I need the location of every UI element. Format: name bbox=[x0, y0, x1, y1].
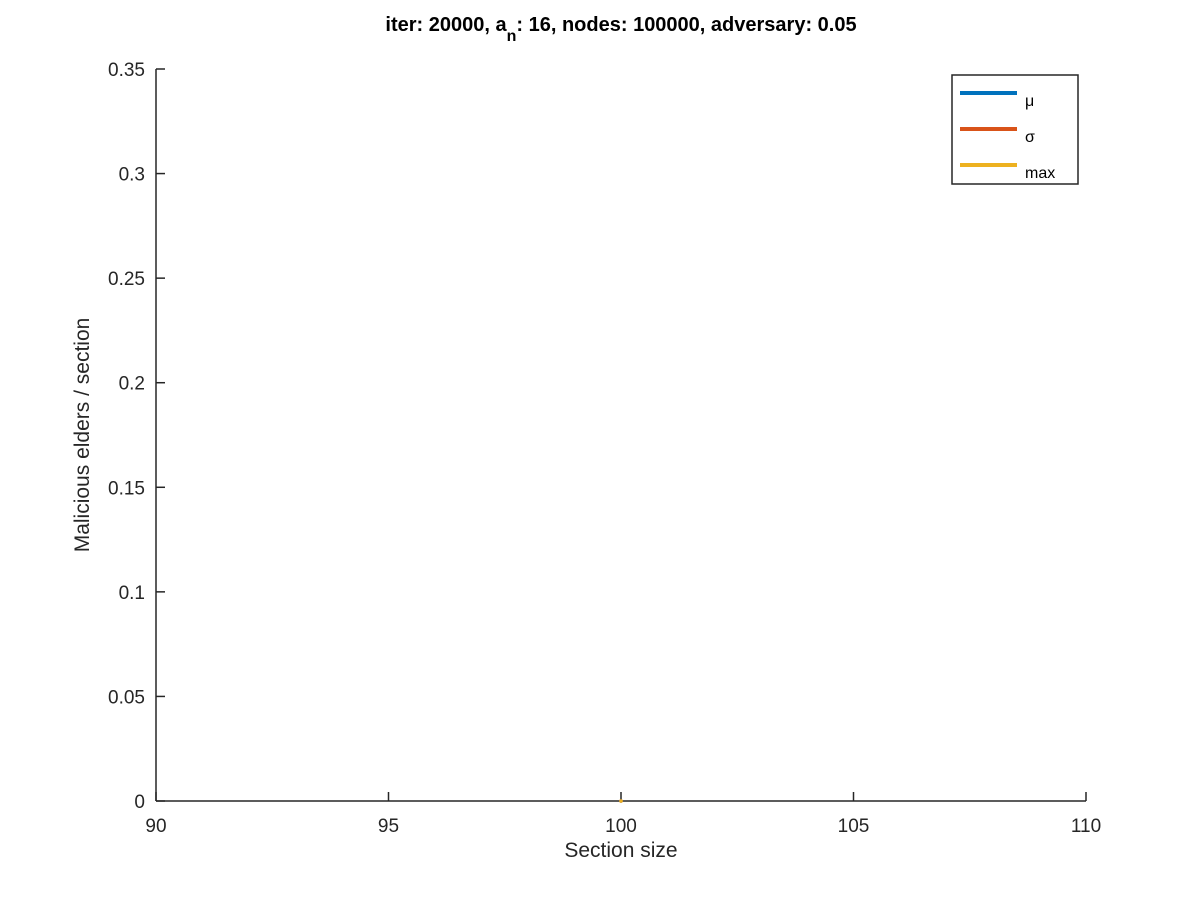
y-tick-label: 0.05 bbox=[108, 687, 145, 708]
x-tick-label: 90 bbox=[145, 816, 166, 837]
series-point-2 bbox=[619, 799, 623, 803]
chart-title: iter: 20000, an: 16, nodes: 100000, adve… bbox=[385, 14, 856, 45]
y-tick-label: 0.25 bbox=[108, 269, 145, 290]
x-axis-title: Section size bbox=[564, 839, 677, 862]
legend-label-2: max bbox=[1025, 165, 1055, 182]
series-layer bbox=[619, 799, 623, 803]
y-tick-label: 0.3 bbox=[119, 165, 145, 186]
x-tick-label: 110 bbox=[1071, 816, 1101, 837]
legend-label-1: σ bbox=[1025, 129, 1035, 146]
y-axis-title: Malicious elders / section bbox=[71, 318, 94, 553]
x-tick-label: 105 bbox=[838, 816, 870, 837]
y-tick-label: 0.1 bbox=[119, 583, 145, 604]
y-ticks: 0 0.05 0.1 0.15 0.2 0.25 0.3 0.35 bbox=[108, 60, 165, 813]
legend-label-0: μ bbox=[1025, 93, 1034, 110]
y-tick-label: 0 bbox=[134, 792, 145, 813]
x-tick-label: 100 bbox=[605, 816, 637, 837]
legend: μ σ max bbox=[951, 74, 1079, 185]
x-ticks: 90 95 100 105 110 bbox=[145, 792, 1101, 837]
chart-title-prefix: iter: 20000, a bbox=[385, 14, 507, 36]
y-tick-label: 0.35 bbox=[108, 60, 145, 81]
y-tick-label: 0.2 bbox=[119, 374, 145, 395]
x-tick-label: 95 bbox=[378, 816, 399, 837]
chart-title-subscript: n bbox=[507, 28, 517, 45]
chart-title-suffix: : 16, nodes: 100000, adversary: 0.05 bbox=[516, 14, 856, 36]
y-tick-label: 0.15 bbox=[108, 478, 145, 499]
